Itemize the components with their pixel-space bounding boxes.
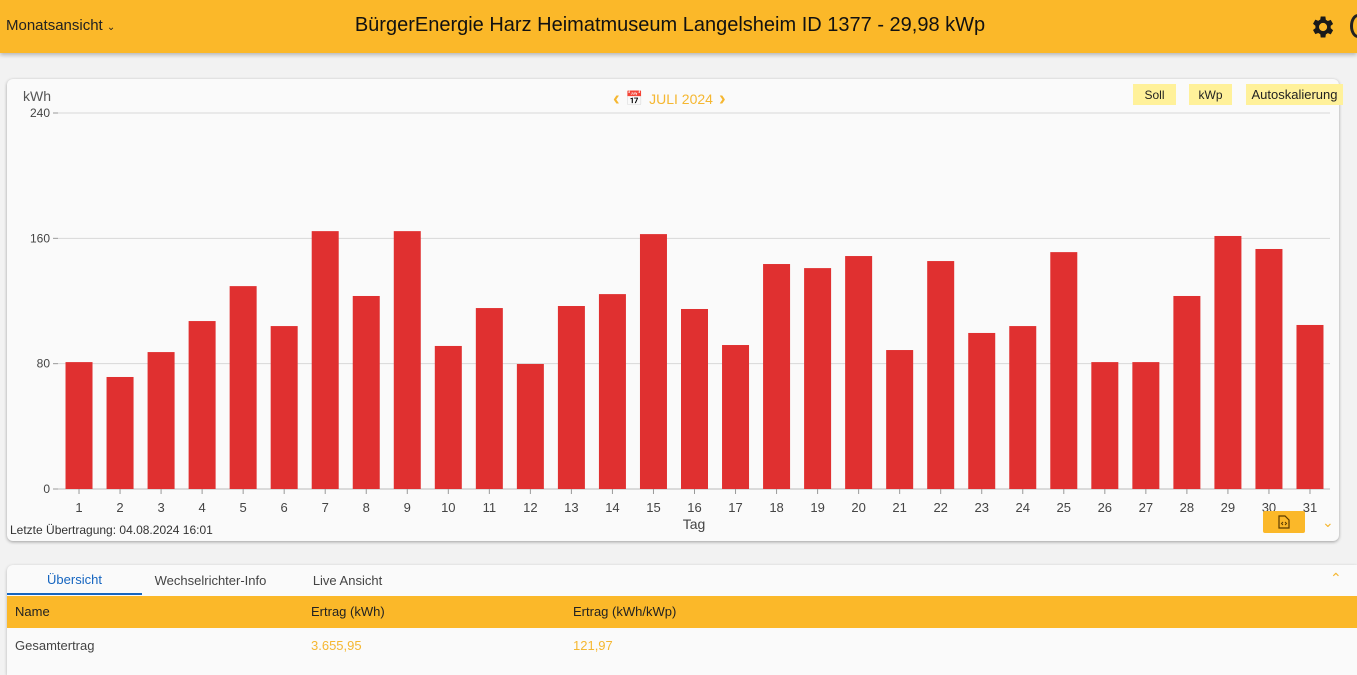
bar bbox=[393, 231, 421, 490]
next-month-button[interactable]: › bbox=[718, 87, 726, 110]
x-tick-label: 16 bbox=[687, 500, 701, 515]
view-select-label: Monatsansicht bbox=[6, 17, 103, 34]
expand-chevron-icon[interactable]: ⌄ bbox=[1322, 514, 1334, 530]
x-tick-label: 6 bbox=[281, 500, 288, 515]
x-tick-label: 15 bbox=[646, 500, 660, 515]
x-tick-label: 14 bbox=[605, 500, 619, 515]
x-tick-label: 4 bbox=[198, 500, 205, 515]
x-tick-label: 26 bbox=[1098, 500, 1112, 515]
page-title: BürgerEnergie Harz Heimatmuseum Langelsh… bbox=[354, 14, 986, 36]
bar bbox=[147, 352, 175, 489]
x-tick-label: 2 bbox=[116, 500, 123, 515]
bar bbox=[1173, 295, 1201, 489]
tab-overview[interactable]: Übersicht bbox=[7, 565, 142, 595]
x-tick-label: 1 bbox=[75, 500, 82, 515]
bar bbox=[516, 363, 544, 489]
x-tick-label: 28 bbox=[1180, 500, 1194, 515]
column-header-specific-yield: Ertrag (kWh/kWp) bbox=[573, 604, 677, 619]
bar bbox=[681, 308, 708, 489]
x-tick-label: 19 bbox=[810, 500, 824, 515]
bar bbox=[311, 231, 339, 490]
help-icon[interactable] bbox=[1350, 14, 1357, 38]
bar bbox=[1132, 362, 1160, 489]
autoscale-button[interactable]: Autoskalierung bbox=[1246, 84, 1343, 105]
x-tick-label: 12 bbox=[523, 500, 537, 515]
x-tick-label: 25 bbox=[1057, 500, 1071, 515]
month-label[interactable]: JULI 2024 bbox=[649, 90, 713, 107]
tab-inverter-info[interactable]: Wechselrichter-Info bbox=[154, 572, 267, 588]
last-transfer: Letzte Übertragung: 04.08.2024 16:01 bbox=[10, 523, 213, 537]
calendar-icon[interactable]: 📅 bbox=[625, 90, 644, 106]
x-tick-label: 9 bbox=[404, 500, 411, 515]
y-axis-label: kWh bbox=[23, 88, 51, 104]
x-tick-label: 8 bbox=[363, 500, 370, 515]
x-tick-label: 31 bbox=[1303, 500, 1317, 515]
bar bbox=[804, 268, 832, 489]
soll-button[interactable]: Soll bbox=[1133, 84, 1176, 105]
bar bbox=[763, 264, 791, 489]
y-tick-label: 80 bbox=[37, 357, 51, 371]
x-tick-label: 24 bbox=[1016, 500, 1030, 515]
x-tick-label: 21 bbox=[892, 500, 906, 515]
file-code-icon bbox=[1278, 515, 1290, 529]
x-axis-label: Tag bbox=[683, 516, 706, 532]
x-tick-label: 18 bbox=[769, 500, 783, 515]
x-tick-label: 3 bbox=[157, 500, 164, 515]
bar bbox=[229, 286, 257, 489]
column-header-yield: Ertrag (kWh) bbox=[311, 604, 385, 619]
bar bbox=[639, 234, 667, 489]
x-tick-label: 29 bbox=[1221, 500, 1235, 515]
x-tick-label: 13 bbox=[564, 500, 578, 515]
bar bbox=[1091, 362, 1119, 489]
bar bbox=[557, 306, 585, 489]
top-bar: Monatsansicht ⌄ BürgerEnergie Harz Heima… bbox=[0, 0, 1357, 53]
x-tick-label: 10 bbox=[441, 500, 455, 515]
table-header bbox=[7, 596, 1357, 628]
kwp-button[interactable]: kWp bbox=[1189, 84, 1232, 105]
bar bbox=[1255, 248, 1283, 489]
chevron-down-icon: ⌄ bbox=[106, 22, 116, 33]
bar bbox=[1050, 252, 1078, 489]
bar bbox=[1214, 235, 1242, 489]
y-tick-label: 160 bbox=[30, 231, 50, 245]
export-button[interactable] bbox=[1263, 511, 1305, 533]
bar bbox=[1296, 324, 1324, 489]
bar bbox=[434, 345, 462, 489]
bar bbox=[598, 294, 626, 489]
x-tick-label: 17 bbox=[728, 500, 742, 515]
prev-month-button[interactable]: ‹ bbox=[613, 87, 620, 110]
collapse-chevron-icon[interactable]: ⌃ bbox=[1330, 570, 1342, 586]
bar bbox=[270, 326, 298, 489]
bar bbox=[845, 256, 873, 489]
month-navigation: ‹ 📅 JULI 2024 › bbox=[613, 87, 726, 110]
bar bbox=[106, 376, 134, 489]
column-header-name: Name bbox=[15, 604, 50, 619]
x-tick-label: 27 bbox=[1139, 500, 1153, 515]
x-tick-label: 5 bbox=[240, 500, 247, 515]
x-tick-label: 23 bbox=[974, 500, 988, 515]
x-tick-label: 11 bbox=[483, 500, 497, 515]
bar bbox=[475, 308, 503, 489]
gear-icon[interactable] bbox=[1308, 13, 1336, 41]
bar bbox=[1009, 326, 1037, 489]
view-select[interactable]: Monatsansicht ⌄ bbox=[6, 17, 115, 34]
bar bbox=[968, 332, 996, 489]
row-specific-yield: 121,97 bbox=[573, 638, 613, 653]
x-tick-label: 7 bbox=[322, 500, 329, 515]
bar bbox=[65, 362, 93, 489]
bar bbox=[927, 261, 955, 489]
bar bbox=[352, 295, 380, 489]
row-name: Gesamtertrag bbox=[15, 638, 95, 653]
bar bbox=[886, 350, 914, 489]
bar bbox=[188, 321, 216, 489]
y-tick-label: 0 bbox=[43, 482, 50, 496]
bar bbox=[722, 345, 750, 489]
x-tick-label: 20 bbox=[851, 500, 865, 515]
row-yield: 3.655,95 bbox=[311, 638, 362, 653]
x-tick-label: 22 bbox=[933, 500, 947, 515]
tab-live-view[interactable]: Live Ansicht bbox=[312, 572, 383, 588]
y-tick-label: 240 bbox=[30, 106, 50, 120]
